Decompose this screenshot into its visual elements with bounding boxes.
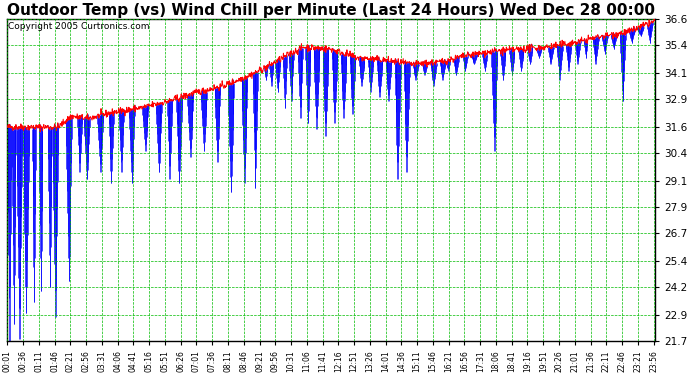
Title: Outdoor Temp (vs) Wind Chill per Minute (Last 24 Hours) Wed Dec 28 00:00: Outdoor Temp (vs) Wind Chill per Minute … [7,3,655,18]
Text: Copyright 2005 Curtronics.com: Copyright 2005 Curtronics.com [8,22,150,31]
